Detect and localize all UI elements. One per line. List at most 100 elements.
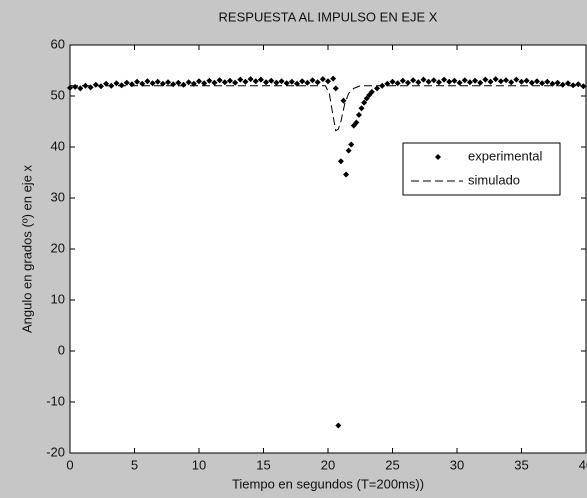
data-point bbox=[201, 80, 208, 87]
data-point bbox=[394, 80, 401, 87]
data-point bbox=[425, 78, 432, 85]
data-point bbox=[288, 78, 295, 85]
data-point bbox=[325, 78, 331, 85]
x-tick-label: 0 bbox=[66, 457, 73, 472]
data-point bbox=[345, 147, 352, 154]
data-point bbox=[415, 79, 422, 86]
data-point bbox=[337, 158, 344, 165]
data-point bbox=[216, 77, 223, 84]
data-point bbox=[332, 85, 339, 92]
data-point bbox=[518, 78, 525, 85]
data-point bbox=[103, 80, 110, 87]
data-point bbox=[564, 80, 571, 87]
data-point bbox=[374, 85, 381, 92]
data-point bbox=[278, 78, 285, 85]
data-point bbox=[461, 77, 468, 84]
data-point bbox=[544, 78, 551, 85]
legend-box bbox=[402, 142, 561, 196]
data-point bbox=[175, 79, 182, 86]
data-point bbox=[123, 79, 130, 86]
x-tick-label: 15 bbox=[256, 457, 270, 472]
data-point bbox=[273, 79, 280, 86]
data-point bbox=[482, 76, 489, 83]
chart-title: RESPUESTA AL IMPULSO EN EJE X bbox=[219, 9, 438, 24]
data-point bbox=[232, 79, 239, 86]
data-point bbox=[190, 80, 197, 87]
data-point bbox=[211, 79, 218, 86]
data-point bbox=[492, 76, 499, 83]
data-point bbox=[575, 81, 582, 88]
data-point bbox=[113, 80, 120, 87]
data-point bbox=[299, 78, 306, 85]
data-point bbox=[570, 82, 577, 89]
data-point bbox=[343, 171, 350, 178]
x-tick-label: 30 bbox=[450, 457, 464, 472]
x-tick-label: 5 bbox=[131, 457, 138, 472]
y-tick-label: 50 bbox=[51, 87, 65, 102]
data-point bbox=[196, 78, 202, 85]
data-point bbox=[446, 78, 453, 85]
data-point bbox=[294, 80, 301, 87]
data-point bbox=[237, 76, 244, 83]
legend-label: experimental bbox=[468, 148, 543, 163]
data-point bbox=[252, 78, 259, 85]
data-point bbox=[283, 80, 290, 87]
data-point bbox=[441, 76, 448, 83]
data-point bbox=[420, 76, 427, 83]
data-point bbox=[335, 422, 342, 429]
data-point bbox=[185, 79, 192, 86]
x-tick-label: 20 bbox=[321, 457, 335, 472]
data-point bbox=[472, 77, 479, 84]
data-point bbox=[165, 79, 172, 86]
legend-label: simulado bbox=[468, 172, 520, 187]
data-point bbox=[340, 97, 347, 104]
data-point bbox=[358, 105, 365, 112]
plot-area bbox=[69, 44, 587, 454]
data-point bbox=[134, 78, 141, 85]
data-point bbox=[363, 95, 370, 102]
data-point bbox=[348, 141, 355, 148]
y-tick-label: -20 bbox=[46, 444, 65, 459]
data-point bbox=[118, 82, 125, 89]
data-point bbox=[242, 78, 249, 85]
data-point bbox=[67, 84, 73, 91]
data-point bbox=[353, 119, 360, 126]
data-point bbox=[404, 79, 411, 86]
data-point bbox=[503, 77, 510, 84]
data-point bbox=[97, 83, 104, 90]
y-axis-label: Angulo en grados (º) en eje x bbox=[19, 164, 34, 333]
y-tick-label: 30 bbox=[51, 189, 65, 204]
data-point bbox=[257, 76, 264, 83]
data-point bbox=[314, 79, 321, 86]
y-tick-label: 0 bbox=[58, 342, 65, 357]
data-point bbox=[206, 77, 213, 84]
data-point bbox=[149, 80, 156, 87]
data-point bbox=[361, 99, 368, 106]
data-point bbox=[319, 76, 326, 83]
data-point bbox=[549, 80, 556, 87]
data-point bbox=[430, 77, 437, 84]
y-tick-label: 40 bbox=[51, 138, 65, 153]
data-point bbox=[399, 77, 406, 84]
data-point bbox=[268, 77, 275, 84]
x-tick-label: 35 bbox=[514, 457, 528, 472]
data-point bbox=[528, 79, 535, 86]
data-point bbox=[523, 77, 530, 84]
data-point bbox=[263, 79, 270, 86]
data-point bbox=[466, 79, 473, 86]
y-tick-label: 10 bbox=[51, 291, 65, 306]
data-point bbox=[389, 78, 396, 85]
data-point bbox=[330, 75, 337, 82]
x-axis-label: Tiempo en segundos (T=200ms)) bbox=[232, 476, 424, 491]
data-point bbox=[154, 78, 161, 85]
x-tick-label: 40 bbox=[579, 457, 587, 472]
data-point bbox=[77, 85, 84, 92]
data-point bbox=[451, 77, 458, 84]
data-point bbox=[497, 78, 504, 85]
data-point bbox=[508, 79, 515, 86]
data-point bbox=[384, 80, 391, 87]
data-point bbox=[221, 79, 228, 86]
data-point bbox=[144, 78, 151, 85]
legend-marker bbox=[435, 154, 441, 160]
